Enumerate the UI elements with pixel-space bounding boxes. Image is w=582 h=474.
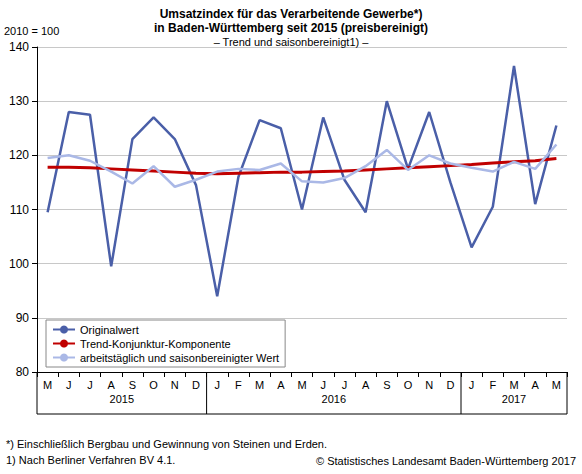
svg-text:100: 100: [9, 257, 29, 271]
svg-text:D: D: [192, 379, 200, 391]
svg-text:N: N: [171, 379, 179, 391]
svg-text:N: N: [425, 379, 433, 391]
svg-text:M: M: [297, 379, 306, 391]
svg-text:D: D: [446, 379, 454, 391]
svg-text:J: J: [87, 379, 93, 391]
svg-text:110: 110: [10, 203, 29, 217]
svg-text:130: 130: [9, 94, 29, 108]
svg-text:Originalwert: Originalwert: [80, 324, 139, 336]
svg-text:90: 90: [16, 311, 30, 325]
svg-text:140: 140: [9, 40, 29, 54]
svg-text:A: A: [532, 379, 540, 391]
svg-text:*) Einschließlich Bergbau und: *) Einschließlich Bergbau und Gewinnung …: [6, 438, 327, 450]
svg-text:O: O: [404, 379, 413, 391]
svg-text:S: S: [383, 379, 390, 391]
svg-text:J: J: [342, 379, 348, 391]
svg-text:2015: 2015: [110, 393, 134, 405]
svg-text:1) Nach Berliner Verfahren BV: 1) Nach Berliner Verfahren BV 4.1.: [6, 454, 175, 466]
svg-text:M: M: [509, 379, 518, 391]
svg-text:J: J: [214, 379, 220, 391]
svg-text:arbeitstäglich und saisonberei: arbeitstäglich und saisonbereinigter Wer…: [80, 352, 279, 364]
svg-text:Trend-Konjunktur-Komponente: Trend-Konjunktur-Komponente: [80, 338, 231, 350]
svg-text:80: 80: [16, 365, 30, 379]
svg-text:M: M: [43, 379, 52, 391]
svg-text:F: F: [235, 379, 242, 391]
svg-text:2017: 2017: [502, 393, 526, 405]
svg-text:Umsatzindex für das Verarbeite: Umsatzindex für das Verarbeitende Gewerb…: [160, 7, 423, 21]
svg-text:J: J: [66, 379, 72, 391]
svg-text:O: O: [149, 379, 158, 391]
svg-text:2010 = 100: 2010 = 100: [4, 25, 59, 37]
svg-text:M: M: [255, 379, 264, 391]
svg-text:– Trend und saisonbereinigt1): – Trend und saisonbereinigt1) –: [214, 36, 370, 48]
svg-text:S: S: [129, 379, 136, 391]
svg-text:F: F: [489, 379, 496, 391]
svg-text:A: A: [277, 379, 285, 391]
svg-text:J: J: [320, 379, 326, 391]
svg-text:© Statistisches Landesamt Bade: © Statistisches Landesamt Baden-Württemb…: [316, 455, 576, 467]
svg-text:A: A: [108, 379, 116, 391]
svg-text:M: M: [552, 379, 561, 391]
svg-text:2016: 2016: [322, 393, 346, 405]
svg-text:in Baden-Württemberg seit 2015: in Baden-Württemberg seit 2015 (preisber…: [154, 21, 428, 35]
svg-text:A: A: [362, 379, 370, 391]
svg-text:J: J: [469, 379, 475, 391]
svg-text:120: 120: [9, 148, 29, 162]
